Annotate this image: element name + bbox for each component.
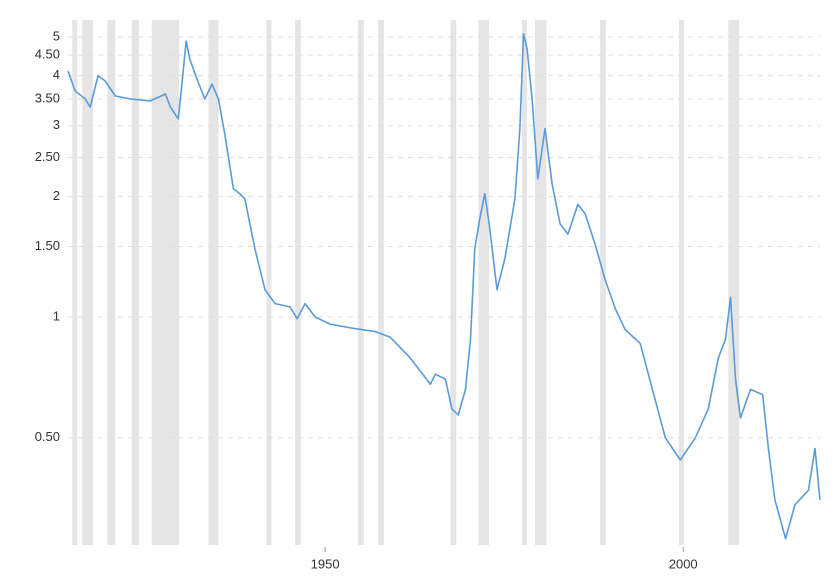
y-tick-label: 2.50: [35, 149, 60, 164]
y-tick-label: 2: [53, 188, 60, 203]
y-tick-label: 3.50: [35, 90, 60, 105]
x-tick-label: 1950: [311, 556, 340, 571]
recession-band: [107, 20, 116, 545]
recession-band: [522, 20, 528, 545]
y-tick-label: 1.50: [35, 238, 60, 253]
recession-band: [478, 20, 490, 545]
recession-band: [678, 20, 684, 545]
recession-band: [600, 20, 606, 545]
recession-band: [358, 20, 364, 545]
recession-band: [72, 20, 78, 545]
recession-band: [534, 20, 547, 545]
recession-band: [266, 20, 272, 545]
y-tick-label: 1: [53, 308, 60, 323]
y-tick-label: 3: [53, 117, 60, 132]
recession-band: [728, 20, 740, 545]
recession-band: [151, 20, 180, 545]
recession-band: [378, 20, 384, 545]
y-tick-label: 0.50: [35, 429, 60, 444]
recession-band: [450, 20, 457, 545]
y-tick-label: 4.50: [35, 47, 60, 62]
series-line: [67, 32, 821, 540]
recession-band: [208, 20, 219, 545]
recession-band: [295, 20, 301, 545]
recession-band: [82, 20, 94, 545]
y-tick-label: 4: [53, 67, 60, 82]
y-tick-label: 5: [53, 28, 60, 43]
recession-band: [131, 20, 139, 545]
x-tick-label: 2000: [669, 556, 698, 571]
